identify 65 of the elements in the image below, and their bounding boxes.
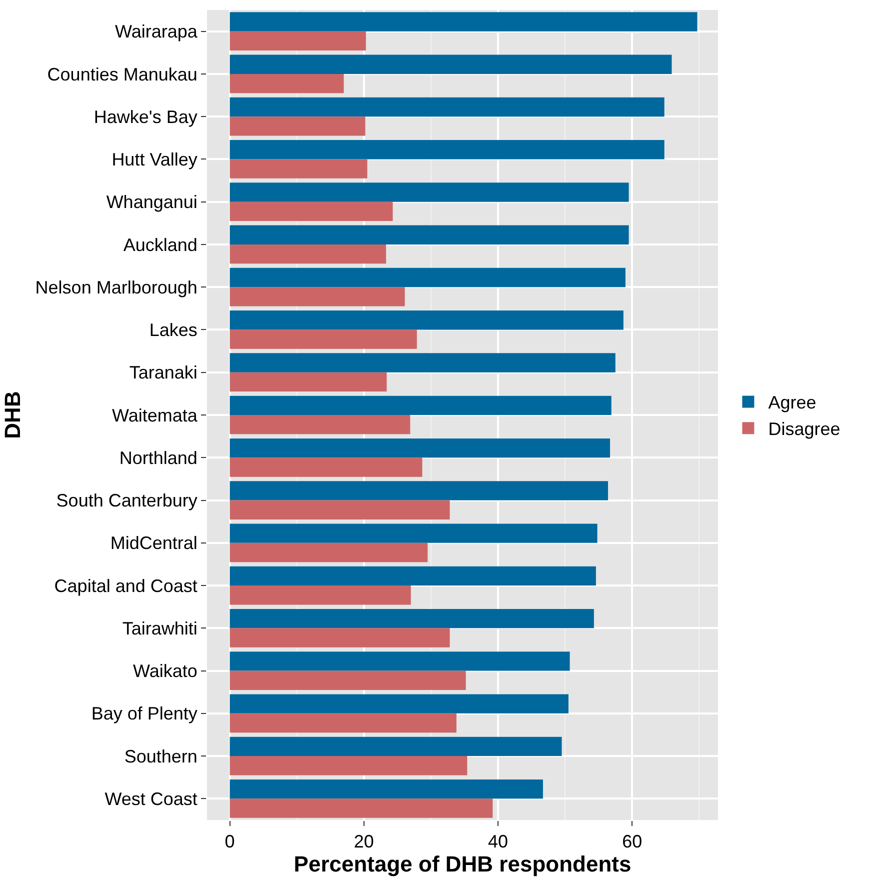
bar: [230, 756, 468, 776]
bar: [230, 438, 610, 458]
bar: [230, 500, 450, 520]
bar: [230, 12, 698, 32]
bar: [230, 202, 393, 222]
bar: [230, 798, 493, 818]
bar: [230, 458, 422, 477]
y-tick-label: West Coast: [104, 788, 198, 809]
y-tick-label: Waikato: [133, 661, 198, 682]
bar: [230, 566, 596, 586]
y-axis-title: DHB: [0, 391, 25, 439]
y-tick-label: Tairawhiti: [122, 618, 198, 638]
x-axis-title: Percentage of DHB respondents: [294, 852, 632, 877]
bar: [230, 586, 411, 605]
y-tick-label: Bay of Plenty: [91, 704, 198, 724]
legend-label: Agree: [768, 392, 816, 413]
legend-label: Disagree: [768, 419, 840, 440]
bar: [230, 31, 366, 50]
bar: [230, 652, 570, 671]
bar: [230, 628, 450, 648]
y-tick-label: Whanganui: [106, 192, 198, 212]
bar: [230, 524, 598, 543]
bar: [230, 330, 417, 349]
bar: [230, 608, 594, 628]
y-tick-label: Wairarapa: [115, 22, 198, 42]
y-tick-label: Auckland: [123, 234, 198, 255]
bar: [230, 74, 344, 94]
bar: [230, 225, 629, 244]
bar: [230, 244, 386, 264]
bar: [230, 140, 664, 160]
bar: [230, 736, 562, 756]
bar: [230, 542, 428, 562]
y-tick-label: Southern: [124, 746, 198, 766]
bar: [230, 116, 366, 136]
x-tick-label: 60: [622, 832, 642, 852]
x-tick-label: 0: [224, 832, 235, 852]
y-tick-label: MidCentral: [110, 533, 198, 554]
bar: [230, 396, 612, 415]
y-tick-label: Taranaki: [129, 362, 198, 383]
bar: [230, 97, 664, 117]
y-tick-label: Nelson Marlborough: [35, 277, 198, 298]
bar: [230, 268, 626, 288]
bar: [230, 54, 672, 74]
y-tick-label: Counties Manukau: [47, 64, 198, 84]
bar: [230, 372, 387, 392]
x-tick-label: 20: [354, 832, 374, 852]
x-tick-label: 40: [488, 832, 508, 852]
y-tick-label: Capital and Coast: [54, 576, 198, 596]
bar: [230, 159, 368, 178]
bar: [230, 353, 616, 372]
bar: [230, 310, 624, 330]
y-tick-label: South Canterbury: [56, 490, 198, 511]
bar: [230, 481, 608, 500]
bar: [230, 780, 543, 799]
bar: [230, 694, 568, 714]
y-tick-label: Hawke's Bay: [94, 106, 198, 127]
y-tick-label: Waitemata: [112, 405, 198, 426]
y-tick-label: Hutt Valley: [112, 150, 198, 170]
bar: [230, 415, 410, 434]
y-tick-label: Lakes: [149, 320, 198, 340]
bar: [230, 670, 466, 690]
bar: [230, 713, 456, 733]
bar: [230, 182, 629, 202]
bar: [230, 287, 405, 306]
y-tick-label: Northland: [119, 448, 198, 468]
